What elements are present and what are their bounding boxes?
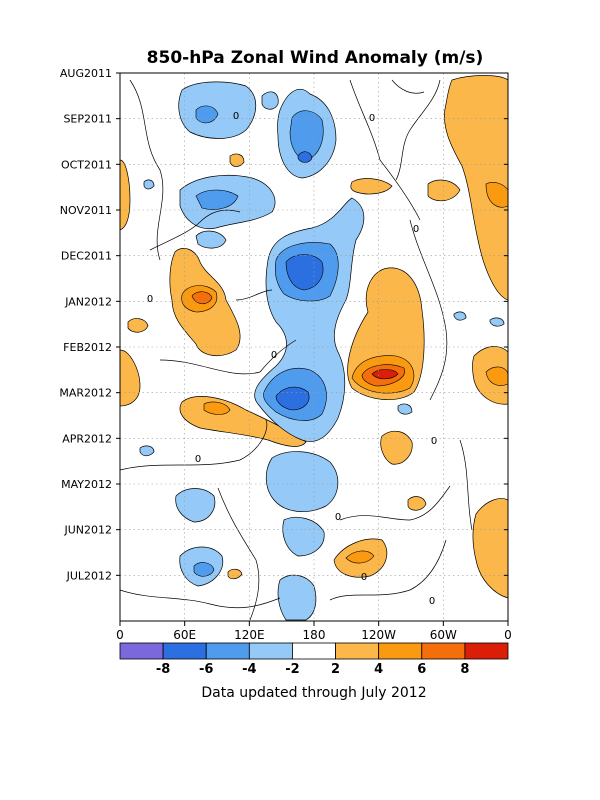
x-tick-label: 0 [504, 628, 512, 642]
positive-anomaly-region [227, 568, 243, 580]
y-tick-label: OCT2011 [61, 158, 112, 171]
y-tick-label: SEP2011 [63, 113, 112, 126]
positive-anomaly-region [345, 550, 375, 564]
contour-label: 0 [429, 596, 435, 607]
x-tick-label: 180 [303, 628, 326, 642]
contour-label: 0 [271, 350, 277, 361]
positive-anomaly-region [119, 159, 131, 231]
x-tick-label: 60E [173, 628, 196, 642]
colorbar-tick-label: 6 [417, 662, 426, 677]
contour-label: 0 [431, 436, 437, 447]
contour-label: 0 [413, 224, 419, 235]
y-tick-label: APR2012 [62, 432, 112, 445]
negative-anomaly-region [143, 179, 155, 190]
positive-anomaly-region [127, 318, 149, 333]
y-axis: AUG2011 SEP2011 OCT2011 NOV2011 DEC2011 JAN20… [59, 67, 508, 582]
x-tick-label: 60W [430, 628, 457, 642]
colorbar-tick-label: 4 [374, 662, 383, 677]
positive-anomaly-region [350, 178, 393, 195]
positive-anomaly-region [472, 498, 509, 599]
positive-anomaly-region [229, 153, 245, 167]
contour-label: 0 [335, 512, 341, 523]
chart-title: 850-hPa Zonal Wind Anomaly (m/s) [147, 48, 484, 68]
colorbar-swatch [205, 642, 250, 660]
y-tick-label: JUL2012 [66, 569, 112, 582]
positive-anomaly-region [407, 496, 427, 511]
contour-label: 0 [147, 294, 153, 305]
x-tick-label: 0 [116, 628, 124, 642]
y-tick-label: JAN2012 [64, 295, 112, 308]
colorbar-tick-label: -4 [242, 662, 256, 677]
y-tick-label: DEC2011 [61, 250, 112, 263]
negative-anomaly-region [195, 230, 227, 249]
positive-anomaly-region [119, 349, 141, 407]
positive-anomaly-region [371, 369, 399, 380]
colorbar-swatch [292, 642, 336, 660]
negative-anomaly-region [193, 562, 215, 577]
y-tick-label: FEB2012 [63, 341, 112, 354]
colorbar-swatch [162, 642, 207, 660]
grid-lines [120, 73, 508, 621]
colorbar-swatch [378, 642, 423, 660]
colorbar-tick-label: 2 [331, 662, 340, 677]
x-tick-label: 120E [234, 628, 265, 642]
contour-label: 0 [361, 572, 367, 583]
y-tick-label: JUN2012 [63, 524, 112, 537]
negative-anomaly-region [397, 403, 413, 415]
positive-anomaly-region [191, 291, 213, 305]
data-updated-footnote: Data updated through July 2012 [201, 685, 426, 701]
colorbar-swatch [248, 642, 293, 660]
negative-anomaly-region [178, 81, 257, 139]
colorbar-tick-label: -8 [156, 662, 170, 677]
colorbar: -8 -6 -4 -2 2 4 6 8 [119, 642, 509, 677]
plot-area: 0 0 0 0 0 0 0 0 0 0 [119, 72, 509, 622]
y-tick-label: AUG2011 [60, 67, 112, 80]
negative-anomaly-region [289, 110, 324, 161]
negative-anomaly-region [261, 91, 279, 110]
negative-anomaly-region [453, 311, 467, 321]
negative-anomaly-region [139, 445, 155, 457]
negative-anomaly-region [175, 488, 216, 523]
colorbar-swatch [421, 642, 466, 660]
y-tick-label: MAR2012 [59, 387, 112, 400]
y-tick-label: NOV2011 [60, 204, 112, 217]
colorbar-tick-label: 8 [460, 662, 469, 677]
colorbar-swatch [119, 642, 164, 660]
zero-contour-lines [119, 79, 473, 621]
contour-label: 0 [233, 111, 239, 122]
contour-label: 0 [195, 454, 201, 465]
negative-anomaly-region [265, 451, 339, 513]
x-tick-label: 120W [361, 628, 396, 642]
x-axis: 0 60E 120E 180 120W 60W 0 [116, 621, 512, 642]
positive-anomaly-region [427, 179, 461, 202]
negative-anomaly-region [277, 574, 317, 621]
y-tick-label: MAY2012 [61, 478, 112, 491]
negative-anomaly-region [297, 151, 313, 163]
positive-anomaly-region [203, 401, 231, 415]
colorbar-swatch [335, 642, 380, 660]
colorbar-swatch [464, 642, 509, 660]
negative-anomaly-region [489, 317, 505, 327]
colorbar-tick-label: -6 [199, 662, 213, 677]
colorbar-tick-label: -2 [285, 662, 299, 677]
negative-anomaly-region [195, 189, 239, 210]
positive-anomaly-region [380, 430, 413, 465]
